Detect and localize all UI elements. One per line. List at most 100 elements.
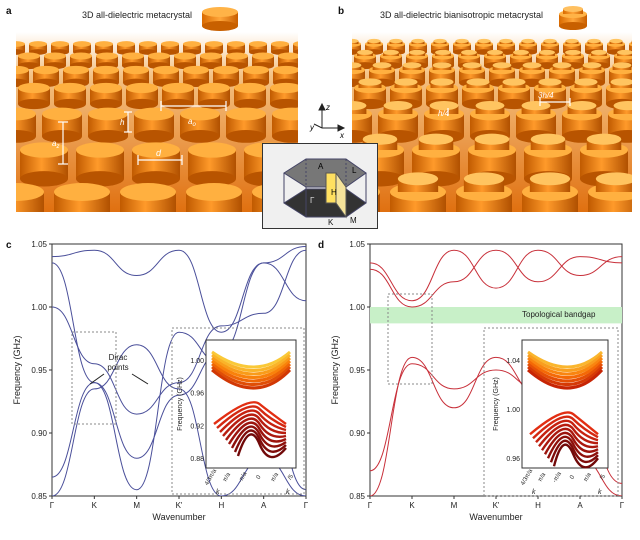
inset-y-tick: 0.92 [190, 423, 204, 430]
inset-lower-surface [552, 443, 599, 469]
label-h: h [120, 118, 125, 127]
panel-b-title: 3D all-dielectric bianisotropic metacrys… [380, 10, 544, 20]
band-curve-band2 [370, 249, 622, 302]
bianisotropic-cylinder-icon [559, 6, 587, 30]
panel-a-letter: a [6, 6, 12, 17]
inset-upper-surface [527, 350, 604, 369]
inset-x-tick: π/a [583, 471, 593, 482]
inset-x-tick: 0 [256, 474, 263, 480]
bz-point-l: L [352, 166, 357, 175]
axis-y: y [309, 123, 315, 132]
inset-lower-surface [546, 435, 599, 459]
panel-d-letter: d [318, 240, 325, 251]
inset-lower-surface [227, 421, 287, 445]
axis-z: z [325, 103, 330, 112]
x-tick-label: H [218, 501, 224, 510]
inset-y-label: Frequency (GHz) [493, 377, 500, 431]
chart-d: Topological bandgap 0.85 0.90 0.95 1.00 1.05 Γ… [330, 240, 625, 522]
dirac-arrow [131, 373, 149, 385]
inset-lower-surface [541, 427, 599, 451]
band-curve-band4 [52, 246, 306, 333]
inset-x-label: k [532, 489, 536, 496]
dirac-label-2: points [107, 363, 128, 372]
x-tick-label: K [409, 501, 415, 510]
cylinder-icon [202, 7, 238, 31]
inset-y-tick: 1.00 [190, 358, 204, 365]
panel-b-letter: b [338, 6, 345, 17]
x-tick-label: K' [176, 501, 183, 510]
label-a-z: az [52, 139, 59, 150]
bz-point-gamma: Γ [310, 196, 315, 205]
x-tick-label: A [577, 501, 583, 510]
inset-lower-surface [213, 401, 287, 425]
inset-lower-surface [538, 423, 599, 447]
x-tick-label: M [133, 501, 140, 510]
inset-lower-surface [219, 409, 287, 433]
coordinate-axes: z y x [309, 102, 346, 140]
bz-point-h: H [331, 188, 337, 197]
dashed-zoom-box [71, 331, 117, 425]
dashed-inset-box [171, 327, 305, 495]
inset-x-tick: -π/a [552, 471, 563, 484]
inset-lower-surface [216, 405, 287, 429]
inset-x-tick: /5 [599, 473, 607, 481]
y-tick-label: 0.90 [31, 429, 47, 438]
panel-c-letter: c [6, 240, 12, 251]
inset-upper-surface [527, 353, 604, 372]
inset-x-tick: 0 [569, 474, 576, 480]
inset-y-label: Frequency (GHz) [177, 377, 184, 431]
inset-upper-surface [527, 359, 604, 379]
inset-lower-surface [230, 425, 287, 449]
inset-lower-surface [236, 433, 287, 459]
inset-y-tick: 0.88 [190, 456, 204, 463]
chart-c: 0.85 0.90 0.95 1.00 1.05 Γ K M K' H A Γ Wavenumber Fr… [12, 240, 309, 522]
x-tick-label: Γ [620, 501, 625, 510]
metacrystal-render-b [352, 32, 632, 212]
y-axis-label: Frequency (GHz) [330, 335, 340, 404]
dimension-annotations-b: 3h/4 h/4 [438, 91, 571, 118]
x-tick-label: K' [493, 501, 500, 510]
y-tick-label: 0.90 [349, 429, 365, 438]
bandgap-label: Topological bandgap [522, 310, 596, 319]
inset-upper-surface [527, 356, 604, 376]
x-axis-label: Wavenumber [152, 512, 205, 522]
inset-lower-surface [225, 417, 287, 441]
dirac-arrow [89, 373, 105, 385]
brillouin-zone-inset: A L H Γ K M [262, 143, 378, 229]
inset-lower-surface [529, 411, 599, 436]
dashed-zoom-box [387, 293, 433, 385]
inset-y-tick: 0.96 [506, 456, 520, 463]
inset-lower-surface [233, 429, 287, 453]
inset-lower-surface [222, 413, 287, 437]
x-tick-label: A [261, 501, 267, 510]
inset-upper-surface [211, 356, 292, 376]
axis-x: x [339, 131, 345, 140]
inset-upper-surface [211, 353, 292, 372]
x-tick-label: K [92, 501, 98, 510]
bz-point-k: K [328, 218, 334, 227]
inset-lower-surface [532, 415, 599, 440]
inset-x-tick: π/a [537, 471, 547, 482]
dirac-label: Dirac [109, 353, 128, 362]
inset-upper-surface [527, 362, 604, 383]
label-3h4: 3h/4 [538, 91, 554, 100]
bz-point-a: A [318, 162, 324, 171]
band-curve-band1 [370, 249, 622, 308]
inset-upper-surface [211, 368, 292, 390]
inset-y-tick: 1.04 [506, 358, 520, 365]
inset-upper-surface [527, 365, 604, 386]
inset-upper-surface [211, 359, 292, 379]
inset-x-tick: π/a [222, 471, 232, 482]
dimension-annotations-a: ao d az h [52, 101, 227, 165]
inset-upper-surface [211, 350, 291, 369]
inset-y-tick: 1.00 [506, 407, 520, 414]
x-tick-label: H [535, 501, 541, 510]
panel-a-title: 3D all-dielectric metacrystal [82, 10, 193, 20]
inset-y-tick: 0.96 [190, 391, 204, 398]
y-tick-label: 1.00 [349, 303, 365, 312]
y-tick-label: 0.95 [31, 366, 47, 375]
label-h4: h/4 [438, 109, 450, 118]
x-tick-label: M [451, 501, 458, 510]
dashed-inset-box [483, 327, 619, 497]
y-tick-label: 1.05 [349, 240, 365, 249]
